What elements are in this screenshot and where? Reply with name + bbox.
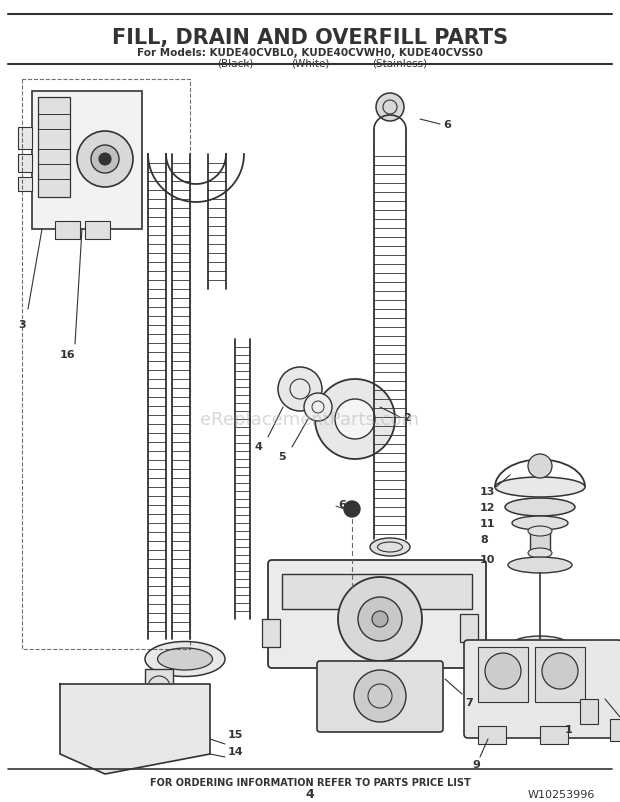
Circle shape (528, 455, 552, 479)
Text: FILL, DRAIN AND OVERFILL PARTS: FILL, DRAIN AND OVERFILL PARTS (112, 28, 508, 48)
Text: 14: 14 (228, 746, 244, 756)
Circle shape (335, 399, 375, 439)
Circle shape (304, 394, 332, 422)
Bar (535, 647, 585, 702)
Bar (18, 155, 32, 172)
Bar (18, 128, 32, 150)
Circle shape (315, 379, 395, 460)
Bar (262, 619, 280, 647)
Ellipse shape (145, 642, 225, 677)
Text: 5: 5 (278, 452, 286, 461)
Text: 4: 4 (306, 788, 314, 800)
FancyBboxPatch shape (464, 640, 620, 738)
Text: (Black): (Black) (217, 58, 253, 68)
Ellipse shape (495, 477, 585, 497)
Circle shape (91, 146, 119, 174)
Ellipse shape (513, 636, 567, 652)
Text: 13: 13 (480, 486, 495, 496)
Bar (580, 699, 598, 724)
Circle shape (77, 132, 133, 188)
Text: 7: 7 (465, 697, 472, 707)
Bar (610, 719, 620, 741)
Text: 9: 9 (472, 759, 480, 769)
Circle shape (485, 653, 521, 689)
Text: 11: 11 (480, 518, 495, 529)
Ellipse shape (508, 557, 572, 573)
Text: 10: 10 (480, 554, 495, 565)
Text: 4: 4 (255, 441, 263, 452)
Ellipse shape (528, 526, 552, 537)
Circle shape (542, 653, 578, 689)
Text: eReplacementParts.com: eReplacementParts.com (200, 411, 420, 428)
FancyBboxPatch shape (317, 661, 443, 732)
Text: 1: 1 (565, 724, 573, 734)
Bar (460, 614, 478, 642)
Text: 3: 3 (18, 320, 25, 330)
Circle shape (83, 692, 107, 716)
Text: For Models: KUDE40CVBL0, KUDE40CVWH0, KUDE40CVSS0: For Models: KUDE40CVBL0, KUDE40CVWH0, KU… (137, 48, 483, 58)
Text: 2: 2 (403, 412, 410, 423)
Bar (282, 574, 472, 610)
Bar (55, 221, 80, 240)
Bar (478, 647, 528, 702)
Text: (Stainless): (Stainless) (373, 58, 428, 68)
Circle shape (358, 597, 402, 642)
Text: 16: 16 (60, 350, 76, 359)
Circle shape (372, 611, 388, 627)
Bar (38, 98, 70, 198)
Bar (530, 532, 550, 553)
Circle shape (338, 577, 422, 661)
Bar (540, 726, 568, 744)
Text: 6: 6 (443, 119, 451, 130)
Polygon shape (60, 684, 210, 774)
Text: 15: 15 (228, 729, 244, 739)
Text: 12: 12 (480, 502, 495, 512)
Bar (18, 178, 32, 192)
Circle shape (99, 154, 111, 166)
Text: FOR ORDERING INFORMATION REFER TO PARTS PRICE LIST: FOR ORDERING INFORMATION REFER TO PARTS … (149, 777, 471, 787)
Text: 6: 6 (338, 500, 346, 509)
Circle shape (344, 501, 360, 517)
Ellipse shape (157, 648, 213, 670)
Circle shape (354, 670, 406, 722)
Bar (85, 221, 110, 240)
Ellipse shape (528, 549, 552, 558)
Circle shape (278, 367, 322, 411)
Bar (32, 92, 142, 229)
Bar (145, 669, 173, 704)
Bar (478, 726, 506, 744)
Circle shape (153, 692, 177, 716)
Text: (White): (White) (291, 58, 329, 68)
Ellipse shape (370, 538, 410, 557)
Ellipse shape (505, 498, 575, 516)
Circle shape (376, 94, 404, 122)
FancyBboxPatch shape (268, 561, 486, 668)
Text: 8: 8 (480, 534, 488, 545)
Ellipse shape (512, 516, 568, 530)
Text: W10253996: W10253996 (528, 789, 595, 799)
